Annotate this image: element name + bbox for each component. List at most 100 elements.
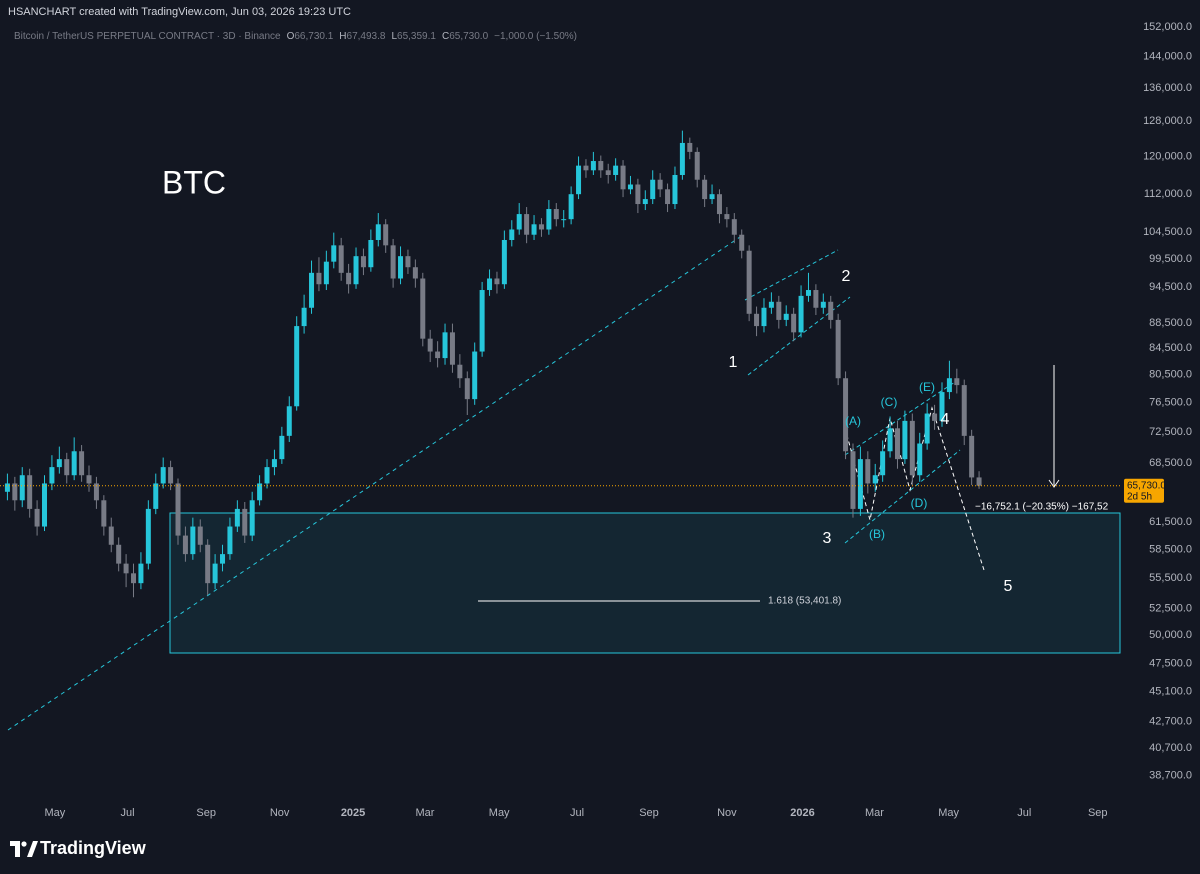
x-tick-label: Jul (1017, 807, 1031, 819)
y-tick-label: 61,500.0 (1149, 516, 1192, 528)
candle-body (665, 189, 671, 205)
candle-body (657, 179, 663, 190)
candle-body (828, 301, 834, 320)
subwave-label: (C) (881, 395, 898, 409)
candle-body (227, 526, 233, 555)
x-tick-label: May (938, 807, 959, 819)
x-tick-label: 2026 (790, 807, 814, 819)
candle-body (286, 406, 292, 436)
symbol-title: Bitcoin / TetherUS PERPETUAL CONTRACT · … (14, 31, 281, 42)
candle-body (939, 392, 945, 421)
brand-logo (21, 841, 27, 847)
candle-body (872, 475, 878, 484)
candle-body (405, 256, 411, 268)
candle-body (479, 290, 485, 352)
x-tick-label: Sep (1088, 807, 1108, 819)
candle-body (116, 544, 122, 564)
candle-body (946, 378, 952, 393)
candle-body (346, 272, 352, 285)
candle-body (294, 326, 300, 407)
candle-body (64, 459, 70, 476)
y-tick-label: 58,500.0 (1149, 543, 1192, 555)
candle-body (754, 313, 760, 327)
candle-body (220, 554, 226, 564)
candle-body (412, 267, 418, 279)
candle-body (42, 483, 48, 527)
x-tick-label: Mar (416, 807, 435, 819)
candle-body (494, 278, 500, 285)
measure-arrow-head (1048, 479, 1060, 488)
candle-body (93, 483, 99, 501)
candle-body (457, 364, 463, 379)
candle-body (4, 483, 10, 492)
symbol-legend: Bitcoin / TetherUS PERPETUAL CONTRACT · … (14, 31, 577, 42)
ohlc-value: 67,493.8 (347, 31, 386, 42)
candle-body (783, 313, 789, 320)
candle-body (850, 451, 856, 509)
y-tick-label: 88,500.0 (1149, 317, 1192, 329)
ohlc-key: H (339, 31, 346, 42)
candle-body (583, 165, 589, 171)
y-tick-label: 40,700.0 (1149, 742, 1192, 754)
x-tick-label: Sep (196, 807, 216, 819)
candle-body (242, 508, 248, 536)
candle-body (635, 184, 641, 205)
x-tick-label: Nov (717, 807, 737, 819)
candle-body (487, 278, 493, 291)
candle-body (49, 467, 55, 484)
candle-body (101, 500, 107, 527)
candles (4, 130, 982, 598)
candle-body (12, 483, 18, 501)
y-tick-label: 99,500.0 (1149, 253, 1192, 265)
candle-body (190, 526, 196, 555)
channel-line (744, 249, 839, 301)
candle-body (19, 475, 25, 501)
candle-body (271, 459, 277, 468)
candle-body (501, 240, 507, 285)
wave-label: 3 (823, 530, 832, 547)
y-tick-label: 120,000.0 (1143, 150, 1192, 162)
wave-label: 2 (842, 268, 851, 285)
candle-body (524, 214, 530, 235)
candle-body (56, 459, 62, 468)
y-tick-label: 38,700.0 (1149, 769, 1192, 781)
candle-body (627, 184, 633, 190)
x-tick-label: 2025 (341, 807, 365, 819)
last-price-box (1124, 478, 1164, 503)
candle-body (279, 435, 285, 460)
y-tick-label: 47,500.0 (1149, 657, 1192, 669)
candle-body (865, 459, 871, 484)
candle-body (79, 451, 85, 476)
candle-body (820, 301, 826, 308)
x-tick-label: Nov (270, 807, 290, 819)
subwave-label: (B) (869, 527, 885, 541)
candle-body (553, 209, 559, 220)
subwave-label: (D) (911, 496, 928, 510)
candle-body (264, 467, 270, 484)
candle-body (331, 245, 337, 262)
x-tick-label: May (44, 807, 65, 819)
candle-body (835, 319, 841, 379)
x-tick-label: May (489, 807, 510, 819)
candle-body (546, 209, 552, 230)
candle-body (924, 413, 930, 444)
candle-body (375, 224, 381, 241)
candle-body (398, 256, 404, 279)
y-tick-label: 55,500.0 (1149, 572, 1192, 584)
candle-body (746, 250, 752, 314)
y-tick-label: 136,000.0 (1143, 82, 1192, 94)
y-tick-label: 144,000.0 (1143, 51, 1192, 63)
candle-body (590, 161, 596, 171)
wave-label: 1 (729, 354, 738, 371)
candle-body (205, 544, 211, 584)
wave-path (844, 406, 985, 571)
brand-name: TradingView (40, 838, 147, 858)
candle-body (932, 413, 938, 421)
candle-body (153, 483, 159, 509)
ohlc-key: L (391, 31, 397, 42)
candle-body (954, 378, 960, 386)
candle-body (843, 378, 849, 452)
candle-body (650, 179, 656, 200)
candle-body (687, 142, 693, 152)
